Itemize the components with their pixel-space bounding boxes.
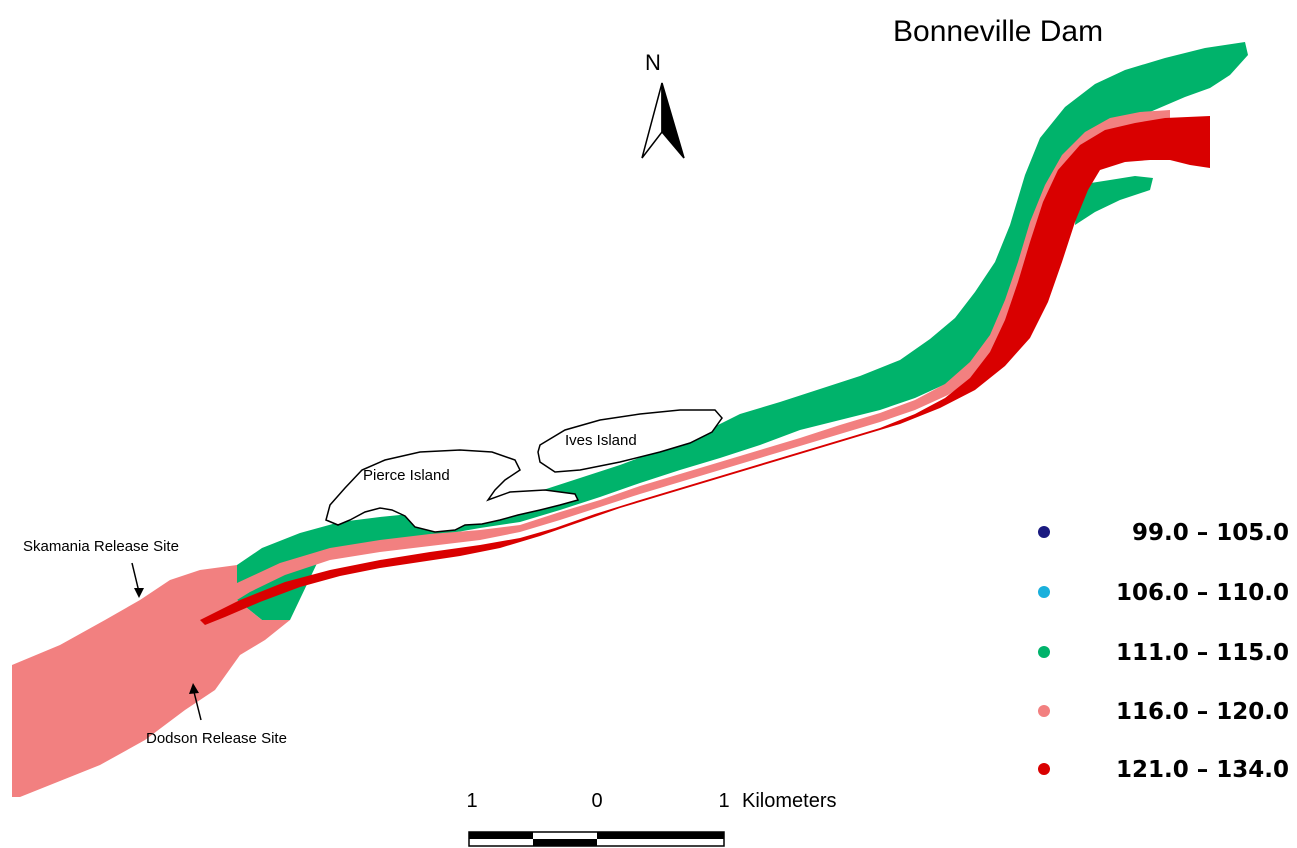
- scale-label-center: 0: [591, 790, 602, 812]
- scale-seg-black-2: [533, 839, 597, 846]
- depth-zone-red-core: [200, 116, 1210, 625]
- north-arrow: N: [641, 50, 685, 159]
- scale-label-right: 1: [718, 790, 729, 812]
- legend-swatch: [1038, 526, 1050, 538]
- ives-island-label: Ives Island: [565, 432, 637, 449]
- dodson-release-site-label: Dodson Release Site: [146, 730, 287, 747]
- pierce-island-outline: [325, 449, 580, 533]
- scale-seg-black-3: [597, 832, 724, 839]
- islands: Ives Island Pierce Island: [325, 409, 723, 533]
- skamania-release-site-label: Skamania Release Site: [23, 538, 179, 555]
- legend-item: 111.0 – 115.0: [1038, 640, 1289, 666]
- dodson-pointer-arrowhead: [189, 683, 199, 694]
- depth-zone-green-branch: [1075, 176, 1153, 225]
- skamania-pointer-arrowhead: [134, 588, 144, 598]
- scale-seg-black-1: [469, 832, 533, 839]
- legend-swatch: [1038, 586, 1050, 598]
- river-depth-zones: [12, 42, 1248, 797]
- legend-swatch: [1038, 763, 1050, 775]
- depth-zone-green: [237, 42, 1248, 620]
- skamania-pointer-line: [131, 562, 140, 593]
- legend-item: 99.0 – 105.0: [1038, 520, 1289, 546]
- legend-range-label: 111.0 – 115.0: [1116, 640, 1289, 666]
- scale-label-left: 1: [466, 790, 477, 812]
- legend-range-label: 99.0 – 105.0: [1132, 520, 1289, 546]
- north-arrow-left-half: [641, 82, 663, 159]
- legend-swatch: [1038, 705, 1050, 717]
- release-sites: Skamania Release Site Dodson Release Sit…: [23, 538, 287, 747]
- legend-range-label: 121.0 – 134.0: [1116, 757, 1289, 783]
- legend-range-label: 116.0 – 120.0: [1116, 699, 1289, 725]
- depth-zone-salmon-downstream: [12, 565, 290, 797]
- legend-range-label: 106.0 – 110.0: [1116, 580, 1289, 606]
- scale-unit-label: Kilometers: [742, 790, 836, 812]
- ives-island-outline: [537, 409, 723, 473]
- legend-item: 121.0 – 134.0: [1038, 757, 1289, 783]
- pierce-island-label: Pierce Island: [363, 467, 450, 484]
- scale-bar: 1 0 1 Kilometers: [466, 790, 836, 847]
- legend: 99.0 – 105.0 106.0 – 110.0 111.0 – 115.0…: [1038, 520, 1289, 783]
- legend-item: 106.0 – 110.0: [1038, 580, 1289, 606]
- map-title: Bonneville Dam: [893, 15, 1103, 48]
- legend-item: 116.0 – 120.0: [1038, 699, 1289, 725]
- legend-swatch: [1038, 646, 1050, 658]
- dodson-pointer-line: [193, 691, 202, 721]
- north-arrow-right-half: [661, 82, 685, 159]
- north-label: N: [645, 50, 661, 75]
